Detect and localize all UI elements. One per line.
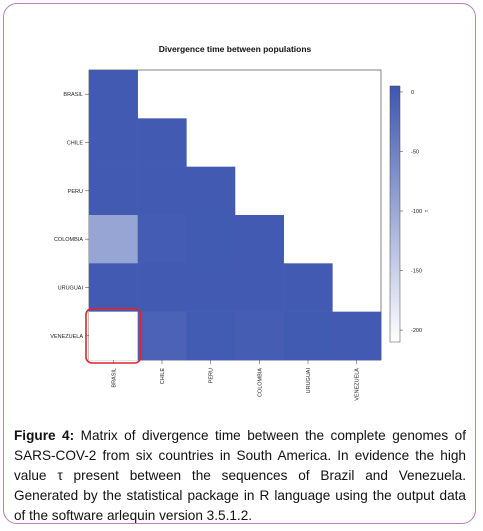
legend-title: τ xyxy=(424,209,430,212)
y-tick-label: BRASIL xyxy=(63,92,83,98)
chart-title: Divergence time between populations xyxy=(159,44,312,54)
y-tick-label: COLOMBIA xyxy=(54,237,83,243)
caption-text: Matrix of divergence time between the co… xyxy=(14,428,466,523)
legend-tick-label: -200 xyxy=(411,328,422,334)
heatmap-cell xyxy=(89,263,138,312)
heatmap-cell xyxy=(137,263,187,312)
x-tick-label: URUGUAI xyxy=(306,368,312,394)
x-tick-label: PERU xyxy=(209,368,215,383)
legend-tick-label: -50 xyxy=(411,149,419,155)
heatmap-cell xyxy=(186,311,236,361)
figure-caption: Figure 4: Matrix of divergence time betw… xyxy=(14,426,466,526)
heatmap-cell xyxy=(186,215,236,264)
legend-tick-label: -150 xyxy=(411,269,422,275)
heatmap-cell xyxy=(283,311,333,361)
caption-label: Figure 4: xyxy=(14,428,75,443)
heatmap-chart: Divergence time between populations BRAS… xyxy=(50,44,430,401)
heatmap-cells xyxy=(89,70,382,361)
legend-tick-label: -100 xyxy=(411,209,422,215)
x-tick-label: CHILE xyxy=(160,368,166,385)
heatmap-cell xyxy=(137,215,187,264)
heatmap-cell xyxy=(186,166,236,216)
y-tick-label: VENEZUELA xyxy=(50,334,83,340)
heatmap-cell xyxy=(137,118,187,167)
y-axis-ticks: BRASIL CHILE PERU COLOMBIA URUGUAI VENEZUELA xyxy=(50,92,89,340)
heatmap-cell xyxy=(235,311,284,361)
heatmap-cell xyxy=(89,215,138,264)
heatmap-cell xyxy=(332,311,382,361)
heatmap-cell xyxy=(89,166,138,216)
highlight-box xyxy=(85,307,142,364)
x-tick-label: BRASIL xyxy=(111,368,117,388)
x-tick-label: COLOMBIA xyxy=(257,368,263,397)
heatmap-cell xyxy=(235,263,284,312)
legend-colorbar xyxy=(389,85,401,343)
heatmap-cell xyxy=(89,70,138,119)
x-tick-label: VENEZUELA xyxy=(355,368,361,401)
y-tick-label: PERU xyxy=(68,189,83,195)
heatmap-cell xyxy=(89,118,138,167)
heatmap-cell xyxy=(137,311,187,361)
x-axis-ticks: BRASIL CHILE PERU COLOMBIA URUGUAI VENEZUELA xyxy=(111,360,361,401)
heatmap-cell xyxy=(186,263,236,312)
y-tick-label: URUGUAI xyxy=(58,286,84,292)
heatmap-cell xyxy=(283,263,333,312)
heatmap-cell xyxy=(137,166,187,216)
legend-tick-label: 0 xyxy=(411,90,414,96)
y-tick-label: CHILE xyxy=(67,141,84,147)
heatmap-cell xyxy=(89,311,138,361)
heatmap-cell xyxy=(235,215,284,264)
color-legend: 0 -50 -100 -150 -200 τ xyxy=(389,85,430,343)
